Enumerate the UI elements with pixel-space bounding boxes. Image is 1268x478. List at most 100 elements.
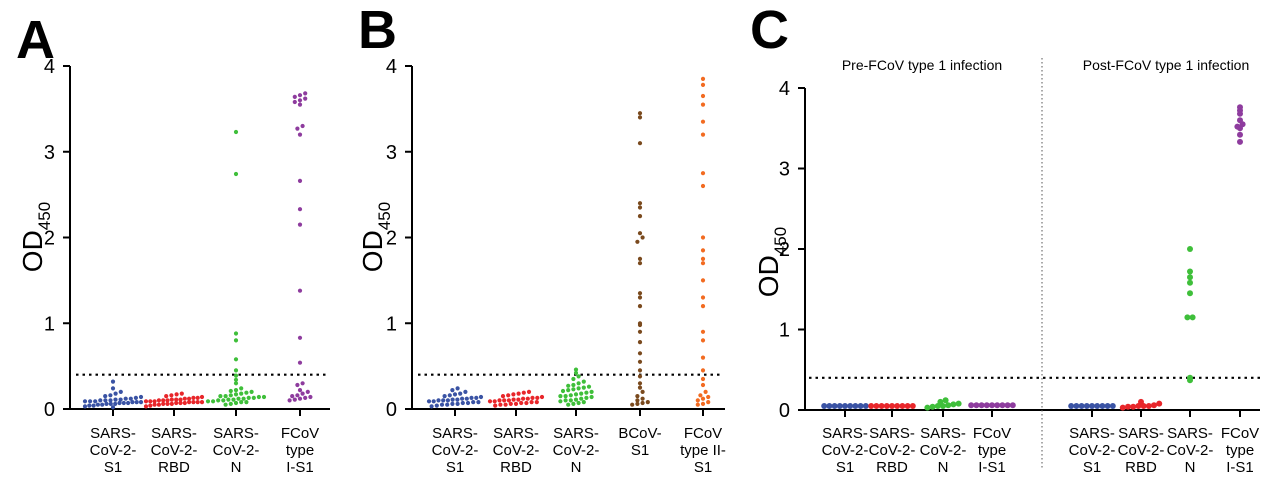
data-point (700, 338, 706, 343)
data-point (246, 395, 251, 400)
data-point (164, 394, 169, 399)
data-point (568, 398, 573, 403)
data-point (563, 394, 568, 399)
x-category-label: I-S1 (1226, 459, 1254, 476)
data-point (700, 329, 706, 334)
data-point (113, 397, 118, 402)
data-point (573, 397, 579, 402)
data-point (233, 400, 239, 406)
x-category-label: SARS- (90, 425, 136, 442)
data-point (1237, 131, 1243, 138)
data-point (566, 388, 571, 393)
x-category-label: N (231, 459, 242, 476)
data-point (581, 400, 586, 405)
data-point (233, 338, 239, 343)
x-category-label: SARS- (822, 425, 868, 442)
data-point (883, 403, 890, 409)
data-point (165, 398, 170, 403)
data-point (1237, 117, 1243, 124)
data-point (156, 402, 161, 407)
data-point (836, 403, 843, 409)
data-point (261, 394, 267, 400)
data-point (295, 393, 300, 398)
data-point (539, 394, 545, 400)
data-point (1184, 314, 1191, 321)
group-title: Pre-FCoV type 1 infection (842, 57, 1002, 73)
data-point (637, 374, 643, 379)
data-point (637, 329, 643, 334)
data-point (239, 400, 244, 405)
data-point (474, 395, 479, 400)
data-point (700, 278, 706, 283)
data-point (218, 394, 223, 399)
data-point (525, 396, 530, 401)
data-point (909, 403, 916, 409)
data-point (91, 403, 96, 408)
data-point (529, 400, 534, 405)
y-axis-label-main: OD (753, 255, 784, 297)
data-point (873, 403, 880, 409)
data-point (1187, 274, 1193, 281)
x-category-label: FCoV (281, 425, 319, 442)
data-point (199, 394, 205, 400)
data-point (455, 401, 460, 406)
data-point (519, 400, 524, 406)
data-point (1187, 374, 1193, 381)
data-point (460, 400, 465, 406)
data-point (706, 400, 711, 405)
x-category-label: FCoV (1221, 425, 1259, 442)
data-point (182, 396, 187, 401)
data-point (228, 401, 233, 406)
x-category-label: SARS- (213, 425, 259, 442)
data-point (439, 402, 445, 407)
data-point (700, 304, 706, 309)
data-point (110, 405, 116, 410)
data-point (492, 399, 497, 404)
data-point (103, 394, 108, 399)
x-category-label: CoV-2- (151, 442, 198, 459)
data-point (88, 399, 93, 404)
data-point (637, 359, 643, 364)
data-point (169, 397, 174, 402)
data-point (558, 394, 563, 399)
data-point (452, 392, 458, 397)
x-category-label: S1 (104, 459, 122, 476)
x-category-label: SARS- (1069, 425, 1115, 442)
data-point (152, 402, 157, 407)
data-point (113, 391, 118, 396)
data-point (635, 398, 640, 403)
x-category-label: FCoV (684, 425, 722, 442)
data-point (637, 351, 643, 356)
x-category-label: RBD (1125, 459, 1157, 476)
data-point (256, 394, 261, 400)
x-category-label: RBD (158, 459, 190, 476)
data-point (929, 403, 936, 410)
data-point (447, 393, 452, 398)
panel-b: B01234OD450SARS-CoV-2-S1SARS-CoV-2-RBDSA… (357, 0, 726, 476)
data-point (297, 360, 303, 365)
data-point (303, 395, 308, 400)
data-point (530, 395, 535, 400)
x-category-label: FCoV (973, 425, 1011, 442)
data-point (161, 398, 166, 403)
data-point (295, 126, 300, 131)
y-axis-label: OD450 (753, 227, 790, 297)
x-category-label: SARS- (151, 425, 197, 442)
data-point (469, 395, 474, 400)
data-point (563, 398, 568, 403)
data-point (700, 256, 706, 261)
data-point (566, 383, 571, 388)
data-point (637, 340, 643, 345)
data-point (700, 295, 706, 300)
data-point (511, 392, 516, 397)
data-point (983, 402, 990, 409)
data-point (637, 111, 643, 116)
data-point (498, 402, 503, 407)
data-point (700, 376, 706, 382)
data-point (637, 291, 643, 296)
data-point (179, 391, 184, 396)
data-point (635, 401, 640, 406)
data-point (637, 231, 643, 236)
data-point (637, 385, 643, 390)
x-category-label: SARS- (1118, 425, 1164, 442)
